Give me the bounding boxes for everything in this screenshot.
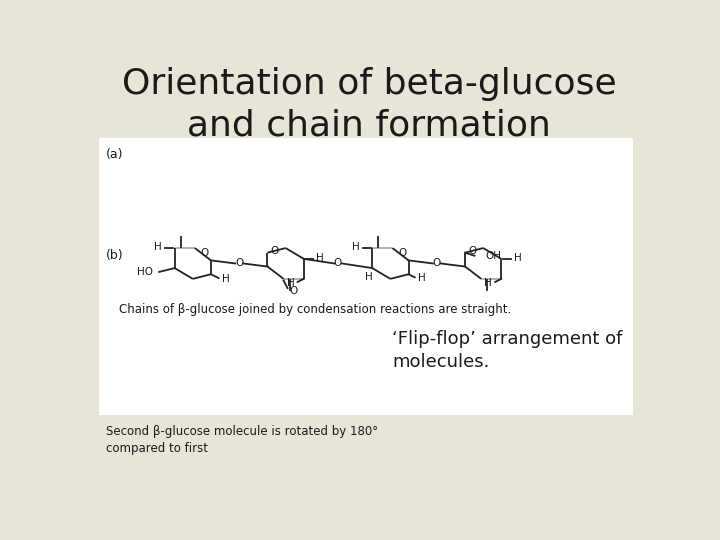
Text: Chains of β-glucose joined by condensation reactions are straight.: Chains of β-glucose joined by condensati…	[119, 303, 511, 316]
Text: O: O	[469, 246, 477, 256]
Text: HO: HO	[137, 267, 153, 277]
Text: O: O	[271, 246, 279, 256]
Text: H: H	[365, 272, 373, 282]
Text: H: H	[316, 253, 324, 263]
Text: H: H	[514, 253, 521, 263]
Text: O: O	[433, 259, 441, 268]
Text: H: H	[155, 242, 162, 252]
Text: Second β-glucose molecule is rotated by 180°
compared to first: Second β-glucose molecule is rotated by …	[106, 425, 377, 455]
Text: O: O	[200, 248, 209, 259]
Text: O: O	[398, 248, 406, 259]
Text: (a): (a)	[106, 148, 123, 161]
Text: OH: OH	[485, 251, 501, 261]
Text: H: H	[352, 242, 360, 252]
FancyBboxPatch shape	[99, 138, 632, 415]
Text: (b): (b)	[106, 249, 123, 262]
Text: H: H	[418, 273, 426, 283]
Text: O: O	[289, 286, 298, 296]
Text: H: H	[485, 278, 492, 288]
Text: ‘Flip-flop’ arrangement of
molecules.: ‘Flip-flop’ arrangement of molecules.	[392, 330, 623, 370]
Text: O: O	[334, 259, 342, 268]
Text: Orientation of beta-glucose
and chain formation: Orientation of beta-glucose and chain fo…	[122, 68, 616, 142]
Text: O: O	[235, 259, 243, 268]
Text: H: H	[287, 278, 294, 288]
Text: H: H	[222, 274, 230, 284]
